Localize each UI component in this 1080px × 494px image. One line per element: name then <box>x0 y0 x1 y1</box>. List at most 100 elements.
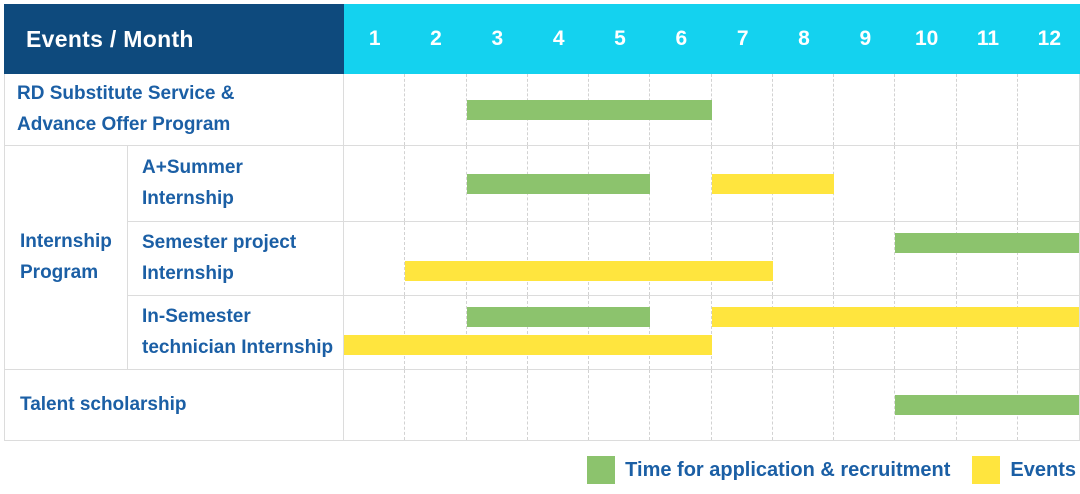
month-grid-cell <box>528 370 589 440</box>
month-grid-cell <box>650 296 712 369</box>
gantt-bar-application <box>895 232 1079 253</box>
events-month-header-label: Events / Month <box>26 25 194 52</box>
month-grid-cell <box>957 296 1018 369</box>
legend-swatch-events-icon <box>972 456 1001 484</box>
gantt-bar-application <box>466 99 712 120</box>
month-grid-cell <box>467 296 528 369</box>
month-grid-cell <box>405 74 467 145</box>
month-grid-cell <box>1018 146 1079 221</box>
month-header-row: 1 2 3 4 5 6 7 8 9 10 11 12 <box>344 4 1080 74</box>
month-grid-cell <box>589 296 651 369</box>
month-gridlines <box>344 222 1079 295</box>
month-grid-cell <box>712 370 773 440</box>
month-grid-cell <box>344 296 406 369</box>
month-header-label: 8 <box>798 27 810 50</box>
row-label-line: In-Semester <box>142 305 251 327</box>
chart-row-talent-scholarship <box>344 370 1080 441</box>
gantt-bar-events <box>405 260 773 281</box>
row-label-line: Advance Offer Program <box>17 113 231 135</box>
chart-row-in-semester-technician <box>344 296 1080 370</box>
gantt-bar-events <box>711 306 1079 327</box>
month-grid-cell <box>405 370 467 440</box>
gantt-bar-events <box>711 173 834 194</box>
row-label-line: A+Summer <box>142 156 243 178</box>
month-grid-cell <box>589 370 651 440</box>
month-header-label: 10 <box>914 27 939 50</box>
legend-swatch-application-icon <box>587 456 616 484</box>
gantt-bar-application <box>466 173 651 194</box>
legend-item-application: Time for application & recruitment <box>587 456 950 484</box>
month-grid-cell <box>957 222 1018 295</box>
month-grid-cell <box>405 146 467 221</box>
month-header-label: 9 <box>859 27 872 50</box>
month-grid-cell <box>467 370 528 440</box>
row-label-a-plus-summer: A+Summer Internship <box>128 146 344 222</box>
row-label-in-semester-technician: In-Semester technician Internship <box>128 296 344 370</box>
month-grid-cell <box>712 74 773 145</box>
row-label-talent-scholarship: Talent scholarship <box>4 370 344 441</box>
month-header-label: 4 <box>552 27 565 50</box>
month-grid-cell <box>773 370 834 440</box>
month-grid-cell <box>834 146 896 221</box>
month-grid-cell <box>405 296 467 369</box>
month-grid-cell <box>957 146 1018 221</box>
month-grid-cell <box>895 296 957 369</box>
month-grid-cell <box>344 370 406 440</box>
month-grid-cell <box>467 222 528 295</box>
events-month-header-cell: Events / Month <box>4 4 344 74</box>
month-grid-cell <box>834 222 896 295</box>
month-header-label: 5 <box>614 27 626 50</box>
row-label-line: RD Substitute Service & <box>17 82 235 104</box>
month-grid-cell <box>650 146 712 221</box>
month-grid-cell <box>712 222 773 295</box>
month-grid-cell <box>895 74 957 145</box>
month-grid-cell <box>834 296 896 369</box>
row-label-line: Internship <box>142 187 234 209</box>
month-grid-cell <box>650 222 712 295</box>
month-grid-cell <box>405 222 467 295</box>
month-header-label: 3 <box>491 27 504 50</box>
month-grid-cell <box>895 146 957 221</box>
chart-row-a-plus-summer <box>344 146 1080 222</box>
group-label-line: Program <box>20 261 99 283</box>
row-label-line: technician Internship <box>142 336 334 358</box>
month-grid-cell <box>712 296 773 369</box>
row-label-semester-project: Semester project Internship <box>128 222 344 296</box>
chart-row-rd-substitute <box>344 74 1080 146</box>
month-grid-cell <box>344 222 406 295</box>
month-grid-cell <box>528 296 589 369</box>
month-grid-cell <box>834 370 896 440</box>
month-header-label: 7 <box>736 27 749 50</box>
legend-item-events: Events <box>972 456 1076 484</box>
group-label-line: Internship <box>20 230 112 252</box>
month-grid-cell <box>957 74 1018 145</box>
month-header-label: 12 <box>1037 27 1061 50</box>
month-gridlines <box>344 296 1079 369</box>
month-header-label: 2 <box>430 27 442 50</box>
gantt-bar-application <box>895 395 1079 415</box>
row-label-line: Internship <box>142 262 234 284</box>
month-gridlines <box>344 74 1079 145</box>
chart-row-semester-project <box>344 222 1080 296</box>
gantt-bar-application <box>466 306 651 327</box>
month-grid-cell <box>773 74 834 145</box>
row-label-line: Semester project <box>142 231 297 253</box>
gantt-bar-events <box>344 334 712 355</box>
legend-label-application: Time for application & recruitment <box>625 458 951 481</box>
month-grid-cell <box>895 222 957 295</box>
month-grid-cell <box>344 74 406 145</box>
row-label-rd-substitute: RD Substitute Service & Advance Offer Pr… <box>4 74 344 146</box>
month-grid-cell <box>773 222 834 295</box>
gantt-table: Events / Month 1 2 3 4 5 6 7 8 9 10 11 12 RD Substi… <box>4 4 1080 441</box>
month-header-label: 1 <box>368 27 381 50</box>
month-grid-cell <box>834 74 896 145</box>
month-header-label: 11 <box>976 27 1000 50</box>
row-label-line: Talent scholarship <box>20 393 187 415</box>
month-grid-cell <box>650 370 712 440</box>
group-label-internship-program: Internship Program <box>4 146 128 370</box>
month-grid-cell <box>1018 74 1079 145</box>
legend: Time for application & recruitment Event… <box>587 456 1076 484</box>
month-grid-cell <box>344 146 406 221</box>
month-grid-cell <box>528 222 589 295</box>
month-header-label: 6 <box>675 27 688 50</box>
